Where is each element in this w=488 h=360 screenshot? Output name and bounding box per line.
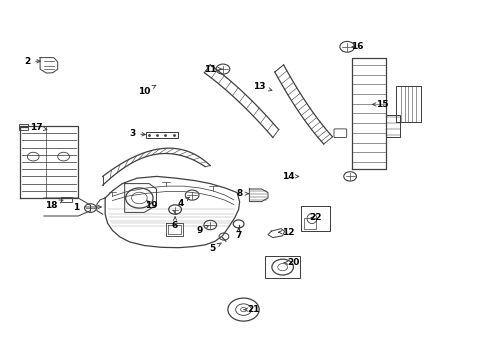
Text: 8: 8 [236, 189, 248, 198]
Text: 13: 13 [252, 82, 271, 91]
Text: 16: 16 [350, 42, 363, 51]
Text: 20: 20 [284, 258, 299, 267]
Text: 11: 11 [203, 65, 222, 74]
Text: 21: 21 [244, 305, 259, 314]
Text: 4: 4 [177, 197, 189, 208]
Bar [264, 256, 300, 278]
Text: 15: 15 [372, 100, 388, 109]
Text: 14: 14 [282, 172, 298, 181]
Bar [145, 132, 177, 138]
Bar [19, 124, 28, 130]
Text: 6: 6 [172, 217, 178, 230]
Text: 9: 9 [196, 225, 208, 235]
Text: 18: 18 [45, 200, 63, 210]
Text: 19: 19 [145, 201, 158, 210]
Text: 22: 22 [308, 213, 321, 222]
Bar [304, 218, 316, 229]
Text: 5: 5 [209, 243, 221, 253]
Text: 2: 2 [24, 57, 40, 66]
Text: 17: 17 [30, 123, 47, 132]
Text: 12: 12 [278, 228, 294, 237]
Text: 10: 10 [138, 85, 156, 96]
Text: 1: 1 [73, 202, 101, 212]
Bar [61, 197, 72, 202]
Bar [300, 206, 329, 231]
Text: 3: 3 [129, 129, 145, 138]
Text: 7: 7 [235, 228, 242, 240]
